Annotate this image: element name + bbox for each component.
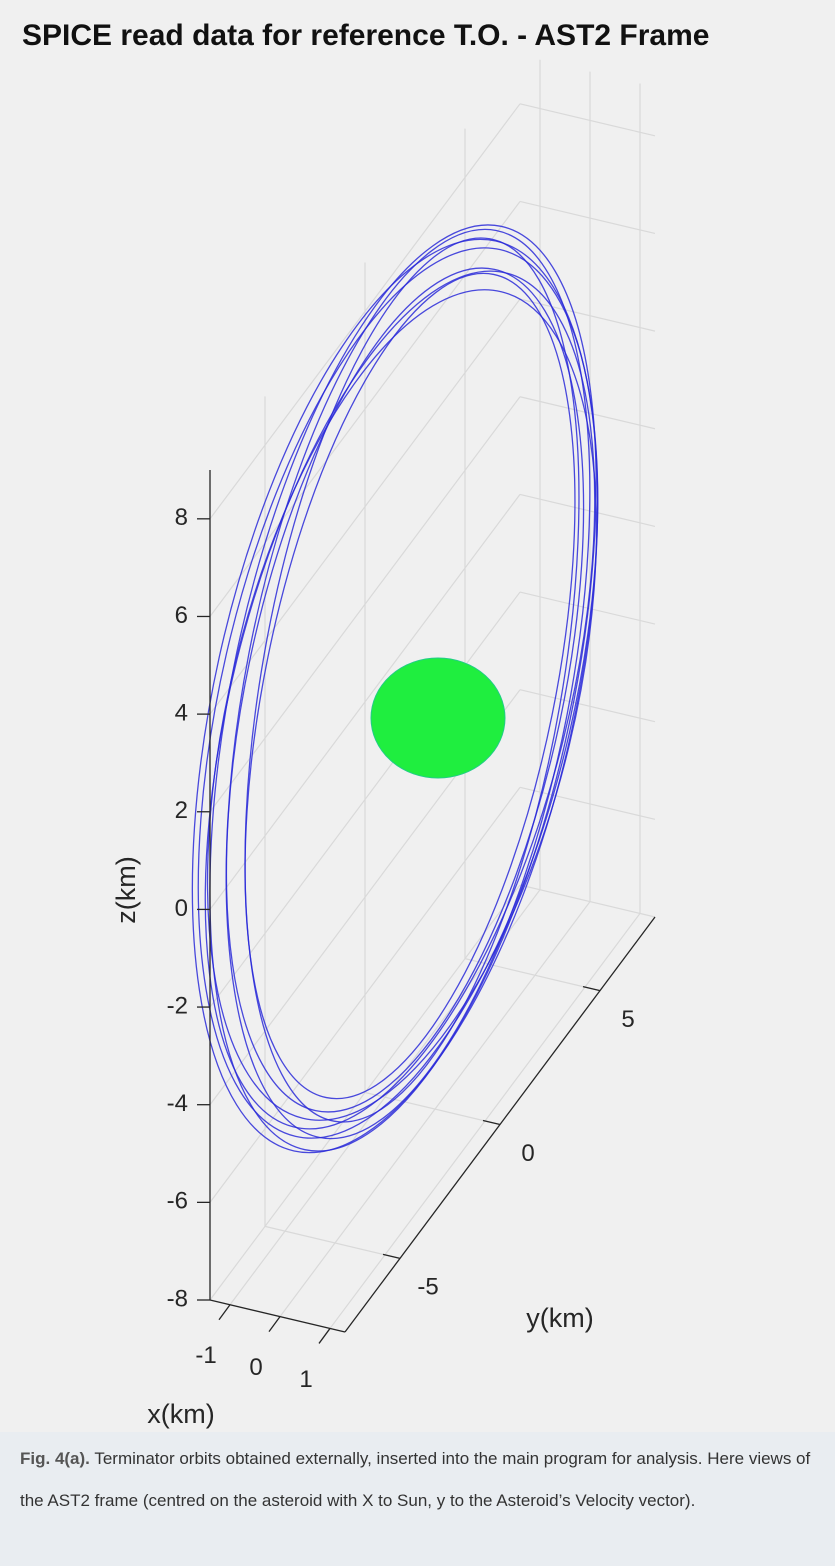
z-tick-label: 4 [175, 699, 188, 726]
grid-line [519, 396, 656, 430]
chart-title: SPICE read data for reference T.O. - AST… [22, 19, 709, 52]
x-tick [218, 1304, 231, 1321]
y-tick-label: 5 [621, 1006, 634, 1033]
x-tick [318, 1328, 331, 1344]
z-tick-label: 8 [175, 504, 188, 531]
orbit [244, 237, 580, 1123]
z-tick-label: 2 [175, 797, 188, 824]
grid-line [264, 1225, 401, 1259]
chart: SPICE read data for reference T.O. - AST… [22, 19, 709, 1429]
axes: -8 -6 -4 -2 0 2 4 6 8 -5 0 5 -1 0 1 [167, 470, 656, 1393]
orbit [197, 247, 599, 1139]
y-tick [582, 985, 601, 992]
orbits [191, 224, 599, 1154]
grid [209, 59, 656, 1329]
grid-line [519, 493, 656, 527]
z-tick-label: 0 [175, 895, 188, 922]
y-axis [344, 916, 656, 1333]
z-axis-label: z(km) [111, 856, 141, 923]
y-tick [482, 1119, 501, 1126]
y-axis-label: y(km) [526, 1303, 593, 1333]
z-tick-label: -2 [167, 992, 188, 1019]
x-tick-label: -1 [195, 1342, 216, 1369]
z-tick-label: -8 [167, 1285, 188, 1312]
x-tick-label: 0 [249, 1354, 262, 1381]
x-tick-label: 1 [299, 1366, 312, 1393]
caption: Fig. 4(a). Terminator orbits obtained ex… [0, 1432, 835, 1566]
grid-line [519, 689, 656, 723]
y-tick-label: 0 [521, 1140, 534, 1167]
z-tick-label: -4 [167, 1090, 188, 1117]
orbit [225, 267, 585, 1113]
z-tick-label: -6 [167, 1188, 188, 1215]
y-tick [382, 1253, 401, 1260]
orbit [244, 272, 576, 1100]
y-tick-label: -5 [417, 1274, 438, 1301]
grid-line [519, 298, 656, 332]
orbit [191, 238, 599, 1154]
grid-line [519, 200, 656, 235]
grid-line [519, 884, 656, 918]
asteroid [370, 657, 506, 779]
orbit [206, 289, 598, 1121]
x-axis [209, 1299, 346, 1333]
x-tick [268, 1316, 281, 1332]
grid-line [229, 889, 541, 1306]
grid-line [519, 103, 656, 137]
orbit [209, 224, 597, 1152]
grid-line [364, 1091, 501, 1126]
grid-line [279, 901, 591, 1317]
x-axis-label: x(km) [147, 1399, 214, 1429]
caption-label: Fig. 4(a). [20, 1449, 90, 1468]
z-tick-label: 6 [175, 602, 188, 629]
caption-text: Terminator orbits obtained externally, i… [20, 1449, 811, 1510]
